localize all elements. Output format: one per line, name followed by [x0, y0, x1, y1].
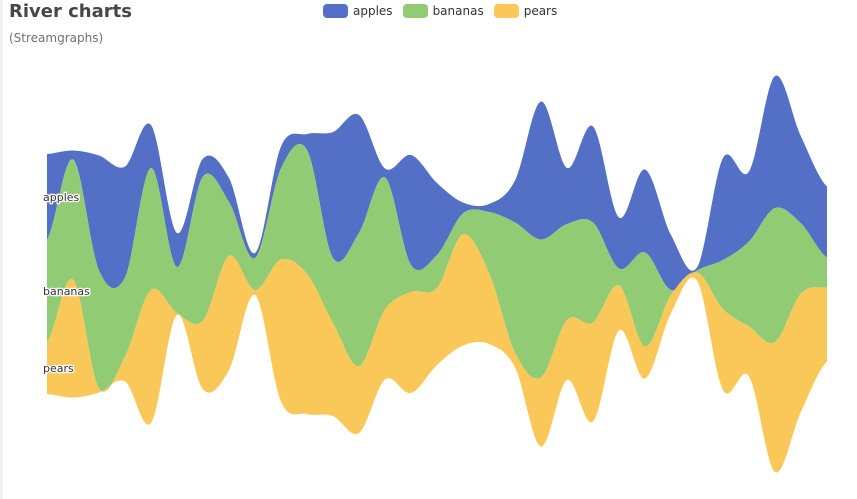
legend: apples bananas pears	[323, 3, 567, 18]
legend-label: bananas	[432, 3, 484, 18]
chart-subtitle: (Streamgraphs)	[9, 31, 104, 45]
band-label-apples: apples	[43, 191, 80, 204]
legend-item-bananas[interactable]: bananas	[402, 3, 484, 18]
legend-label: apples	[353, 3, 393, 18]
band-pears[interactable]	[47, 234, 827, 473]
legend-item-pears[interactable]: pears	[493, 3, 558, 18]
legend-swatch-bananas-icon	[402, 3, 428, 18]
legend-swatch-apples-icon	[323, 3, 348, 18]
legend-swatch-pears-icon	[493, 3, 519, 18]
band-bananas[interactable]	[47, 144, 827, 392]
chart-title: River charts	[9, 1, 132, 22]
legend-label: pears	[523, 3, 558, 18]
left-border	[0, 0, 3, 499]
band-apples[interactable]	[47, 75, 827, 291]
band-label-bananas: bananas	[43, 285, 90, 298]
legend-item-apples[interactable]: apples	[323, 3, 393, 18]
band-label-pears: pears	[43, 362, 74, 375]
